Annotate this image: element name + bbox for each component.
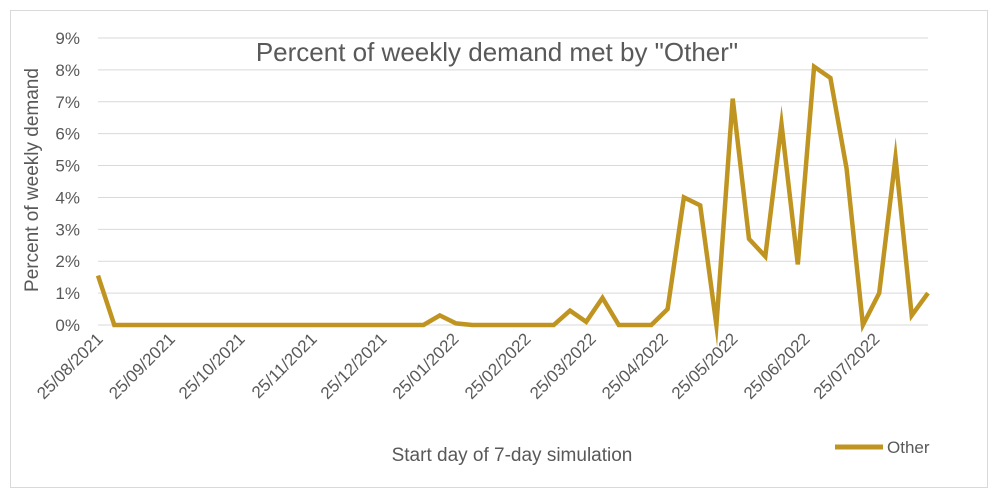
x-tick-label: 25/11/2021 bbox=[248, 329, 321, 402]
x-tick-label: 25/08/2021 bbox=[33, 329, 107, 403]
x-tick-label: 25/12/2021 bbox=[317, 329, 391, 403]
legend-label-other: Other bbox=[887, 438, 930, 457]
series-layer bbox=[95, 62, 930, 347]
y-tick-label: 5% bbox=[55, 157, 80, 176]
y-tick-label: 2% bbox=[55, 252, 80, 271]
y-tick-label: 1% bbox=[55, 284, 80, 303]
y-tick-label: 7% bbox=[55, 93, 80, 112]
x-tick-label: 25/07/2022 bbox=[810, 329, 884, 403]
x-tick-label: 25/06/2022 bbox=[740, 329, 814, 403]
legend: Other bbox=[835, 438, 930, 457]
y-tick-label: 6% bbox=[55, 125, 80, 144]
y-axis-title: Percent of weekly demand bbox=[22, 68, 43, 292]
y-tick-label: 9% bbox=[55, 29, 80, 48]
series-line-other bbox=[95, 62, 930, 347]
chart-frame bbox=[10, 10, 988, 488]
x-tick-label: 25/10/2021 bbox=[175, 329, 249, 403]
x-tick-label: 25/04/2022 bbox=[598, 329, 672, 403]
y-tick-label: 3% bbox=[55, 220, 80, 239]
x-tick-label: 25/09/2021 bbox=[105, 329, 179, 403]
x-tick-label: 25/01/2022 bbox=[389, 329, 463, 403]
y-tick-label: 4% bbox=[55, 188, 80, 207]
x-axis-title: Start day of 7-day simulation bbox=[392, 445, 633, 466]
chart-title: Percent of weekly demand met by "Other" bbox=[256, 37, 738, 67]
y-tick-label: 0% bbox=[55, 316, 80, 335]
x-tick-label: 25/02/2022 bbox=[461, 329, 535, 403]
x-tick-label: 25/05/2022 bbox=[668, 329, 742, 403]
y-axis-ticks: 0% 1% 2% 3% 4% 5% 6% 7% 8% 9% bbox=[55, 29, 80, 335]
x-tick-label: 25/03/2022 bbox=[526, 329, 600, 403]
y-tick-label: 8% bbox=[55, 61, 80, 80]
